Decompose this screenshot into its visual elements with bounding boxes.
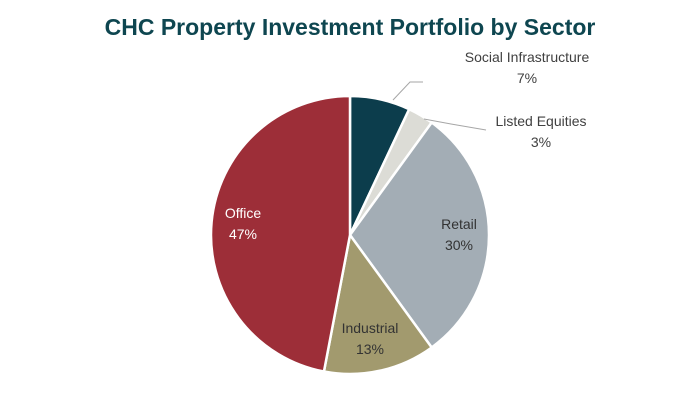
slice-value-retail: 30% (445, 237, 473, 253)
slice-label-social-infrastructure: Social Infrastructure (465, 49, 590, 65)
slice-label-office: Office (225, 205, 262, 221)
pie-slice-retail (348, 121, 491, 349)
chart-title: CHC Property Investment Portfolio by Sec… (104, 14, 596, 40)
slice-value-industrial: 13% (356, 341, 384, 357)
pie-slice-office (209, 94, 352, 373)
slice-label-retail: Retail (441, 216, 477, 232)
slice-label-listed-equities: Listed Equities (495, 113, 586, 129)
slice-label-industrial: Industrial (342, 320, 399, 336)
slice-value-office: 47% (229, 226, 257, 242)
leader-line-social-infrastructure (392, 81, 423, 101)
pie-slice-industrial (322, 233, 433, 376)
leader-line-listed-equities (423, 118, 487, 131)
slice-value-listed-equities: 3% (531, 134, 551, 150)
slice-value-social-infrastructure: 7% (517, 70, 537, 86)
